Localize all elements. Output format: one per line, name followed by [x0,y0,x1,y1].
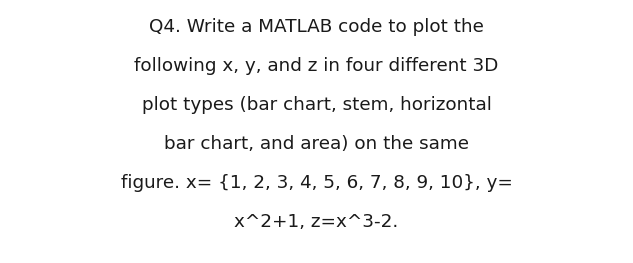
Text: bar chart, and area) on the same: bar chart, and area) on the same [164,135,469,153]
Text: x^2+1, z=x^3-2.: x^2+1, z=x^3-2. [234,213,399,231]
Text: figure. x= {1, 2, 3, 4, 5, 6, 7, 8, 9, 10}, y=: figure. x= {1, 2, 3, 4, 5, 6, 7, 8, 9, 1… [120,174,513,192]
Text: following x, y, and z in four different 3D: following x, y, and z in four different … [134,57,499,75]
Text: Q4. Write a MATLAB code to plot the: Q4. Write a MATLAB code to plot the [149,18,484,36]
Text: plot types (bar chart, stem, horizontal: plot types (bar chart, stem, horizontal [142,96,491,114]
